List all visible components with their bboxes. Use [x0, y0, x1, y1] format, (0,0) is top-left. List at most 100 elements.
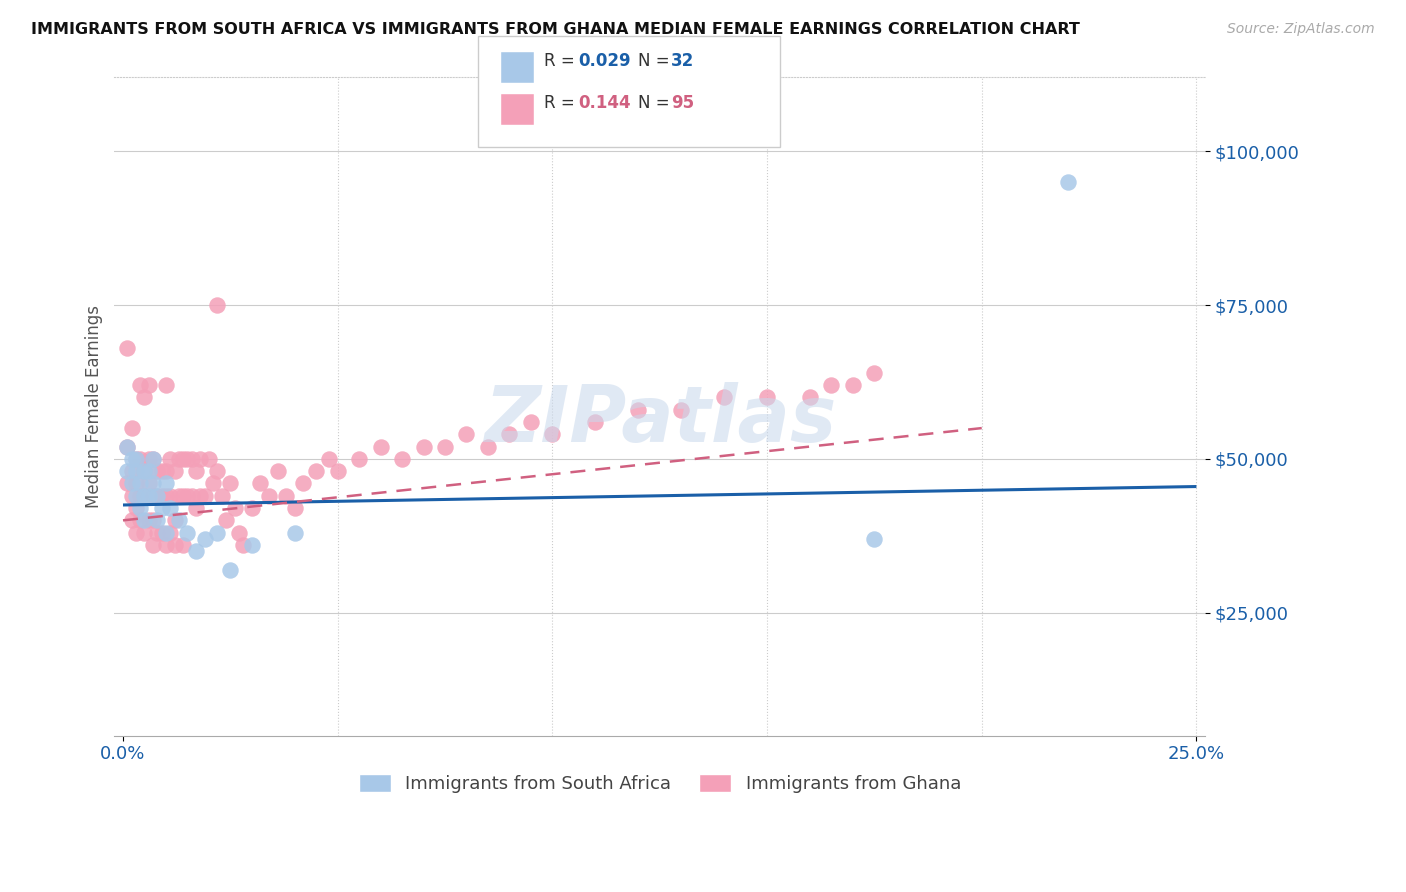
- Y-axis label: Median Female Earnings: Median Female Earnings: [86, 305, 103, 508]
- Point: [117, 464, 139, 478]
- Point: [125, 476, 148, 491]
- Point: [184, 544, 207, 558]
- Point: [583, 415, 606, 429]
- Point: [117, 440, 139, 454]
- Point: [713, 390, 735, 404]
- Point: [138, 451, 160, 466]
- Point: [134, 513, 156, 527]
- Point: [150, 501, 173, 516]
- Point: [219, 476, 242, 491]
- Text: 0.029: 0.029: [578, 52, 630, 70]
- Point: [125, 501, 148, 516]
- Point: [228, 525, 250, 540]
- Point: [129, 489, 152, 503]
- Point: [207, 464, 229, 478]
- Point: [121, 513, 143, 527]
- Point: [434, 440, 457, 454]
- Point: [142, 451, 165, 466]
- Point: [159, 501, 181, 516]
- Point: [134, 525, 156, 540]
- Point: [146, 489, 169, 503]
- Point: [155, 464, 177, 478]
- Point: [155, 476, 177, 491]
- Point: [318, 451, 340, 466]
- Point: [627, 402, 650, 417]
- Point: [163, 538, 186, 552]
- Point: [159, 489, 181, 503]
- Point: [172, 489, 194, 503]
- Point: [138, 489, 160, 503]
- Point: [121, 476, 143, 491]
- Point: [134, 489, 156, 503]
- Point: [477, 440, 499, 454]
- Point: [391, 451, 413, 466]
- Text: 32: 32: [671, 52, 695, 70]
- Point: [129, 378, 152, 392]
- Point: [370, 440, 392, 454]
- Point: [142, 476, 165, 491]
- Point: [146, 525, 169, 540]
- Point: [167, 513, 190, 527]
- Point: [266, 464, 288, 478]
- Point: [125, 451, 148, 466]
- Point: [863, 366, 886, 380]
- Point: [155, 538, 177, 552]
- Point: [207, 298, 229, 312]
- Point: [347, 451, 370, 466]
- Point: [276, 489, 298, 503]
- Point: [134, 464, 156, 478]
- Point: [146, 464, 169, 478]
- Point: [188, 489, 211, 503]
- Point: [194, 489, 217, 503]
- Point: [138, 378, 160, 392]
- Point: [240, 501, 263, 516]
- Point: [520, 415, 543, 429]
- Point: [142, 513, 165, 527]
- Point: [117, 476, 139, 491]
- Point: [249, 476, 271, 491]
- Point: [125, 489, 148, 503]
- Point: [820, 378, 842, 392]
- Point: [1056, 175, 1078, 189]
- Legend: Immigrants from South Africa, Immigrants from Ghana: Immigrants from South Africa, Immigrants…: [350, 765, 970, 802]
- Text: N =: N =: [638, 52, 675, 70]
- Point: [150, 464, 173, 478]
- Point: [163, 464, 186, 478]
- Point: [176, 451, 198, 466]
- Point: [198, 451, 221, 466]
- Text: Source: ZipAtlas.com: Source: ZipAtlas.com: [1227, 22, 1375, 37]
- Point: [188, 451, 211, 466]
- Point: [150, 525, 173, 540]
- Point: [146, 489, 169, 503]
- Point: [180, 451, 202, 466]
- Point: [129, 476, 152, 491]
- Point: [194, 532, 217, 546]
- Point: [211, 489, 233, 503]
- Point: [142, 489, 165, 503]
- Point: [172, 451, 194, 466]
- Point: [184, 501, 207, 516]
- Point: [155, 378, 177, 392]
- Point: [284, 501, 307, 516]
- Point: [202, 476, 225, 491]
- Point: [163, 513, 186, 527]
- Point: [669, 402, 692, 417]
- Point: [125, 464, 148, 478]
- Point: [146, 513, 169, 527]
- Point: [117, 440, 139, 454]
- Text: 95: 95: [671, 94, 693, 112]
- Point: [138, 476, 160, 491]
- Text: IMMIGRANTS FROM SOUTH AFRICA VS IMMIGRANTS FROM GHANA MEDIAN FEMALE EARNINGS COR: IMMIGRANTS FROM SOUTH AFRICA VS IMMIGRAN…: [31, 22, 1080, 37]
- Point: [215, 513, 238, 527]
- Text: R =: R =: [544, 52, 581, 70]
- Point: [159, 451, 181, 466]
- Point: [138, 464, 160, 478]
- Point: [159, 525, 181, 540]
- Point: [326, 464, 349, 478]
- Point: [167, 489, 190, 503]
- Point: [117, 341, 139, 355]
- Point: [176, 525, 198, 540]
- Point: [155, 489, 177, 503]
- Point: [541, 427, 564, 442]
- Point: [142, 538, 165, 552]
